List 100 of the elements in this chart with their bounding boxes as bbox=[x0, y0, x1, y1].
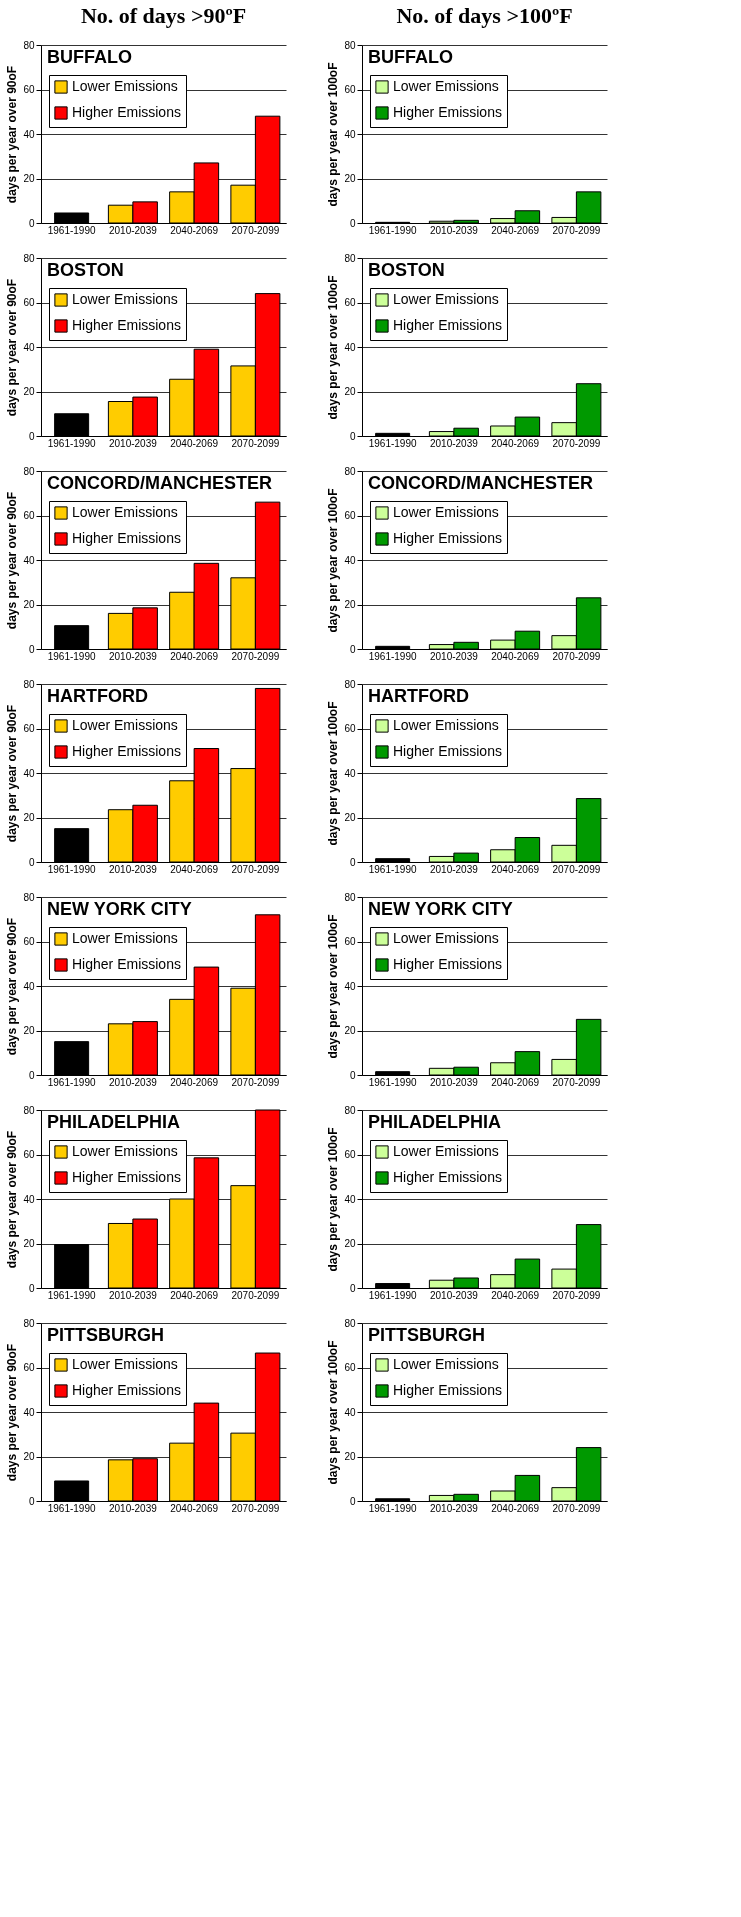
y-axis-title: days per year over 90oF bbox=[5, 278, 20, 417]
y-tick-label: 40 bbox=[23, 554, 35, 566]
x-tick-label: 2070-2099 bbox=[231, 1076, 280, 1088]
y-tick-label: 40 bbox=[23, 767, 35, 779]
y-axis-title: days per year over 90oF bbox=[5, 704, 20, 843]
chart-title: HARTFORD bbox=[368, 686, 469, 706]
y-tick-label: 60 bbox=[23, 297, 35, 308]
legend-label: Higher Emissions bbox=[72, 104, 181, 120]
y-tick-label: 60 bbox=[23, 723, 35, 734]
x-tick-label: 1961-1990 bbox=[47, 437, 96, 449]
y-tick-label: 60 bbox=[23, 1149, 35, 1160]
y-axis-title: days per year over 90oF bbox=[5, 1343, 20, 1482]
y-tick-label: 20 bbox=[344, 1025, 356, 1036]
x-tick-label: 2010-2039 bbox=[108, 650, 158, 662]
y-tick-label: 20 bbox=[344, 1451, 356, 1462]
y-tick-label: 80 bbox=[23, 1317, 35, 1329]
y-tick-label: 0 bbox=[349, 643, 356, 655]
legend-label: Lower Emissions bbox=[393, 504, 499, 520]
text: No. of days >90ºF bbox=[80, 3, 247, 28]
x-tick-label: 2010-2039 bbox=[429, 863, 479, 875]
x-tick-label: 1961-1990 bbox=[47, 650, 96, 662]
chart-title: HARTFORD bbox=[47, 686, 148, 706]
legend-label: Lower Emissions bbox=[72, 78, 178, 94]
x-tick-label: 1961-1990 bbox=[47, 1502, 96, 1514]
x-tick-label: 2070-2099 bbox=[231, 1502, 280, 1514]
y-tick-label: 0 bbox=[349, 217, 356, 229]
x-tick-label: 2070-2099 bbox=[231, 1289, 280, 1301]
y-tick-label: 0 bbox=[28, 1282, 35, 1294]
x-tick-label: 2040-2069 bbox=[491, 1076, 540, 1088]
y-axis-title: days per year over 100oF bbox=[326, 701, 341, 846]
x-tick-label: 2010-2039 bbox=[108, 437, 158, 449]
y-axis-title: days per year over 90oF bbox=[5, 917, 20, 1056]
x-tick-label: 2010-2039 bbox=[108, 863, 158, 875]
y-tick-label: 20 bbox=[344, 599, 356, 610]
x-tick-label: 2040-2069 bbox=[491, 650, 540, 662]
y-tick-label: 20 bbox=[344, 173, 356, 184]
legend-label: Lower Emissions bbox=[393, 717, 499, 733]
x-tick-label: 1961-1990 bbox=[47, 1076, 96, 1088]
y-tick-label: 40 bbox=[344, 341, 356, 353]
y-tick-label: 0 bbox=[28, 856, 35, 868]
x-tick-label: 2070-2099 bbox=[552, 1289, 601, 1301]
y-tick-label: 20 bbox=[344, 812, 356, 823]
legend-label: Higher Emissions bbox=[72, 956, 181, 972]
legend-label: Lower Emissions bbox=[393, 1143, 499, 1159]
x-tick-label: 2040-2069 bbox=[170, 650, 219, 662]
y-tick-label: 40 bbox=[344, 128, 356, 140]
x-tick-label: 2070-2099 bbox=[552, 1076, 601, 1088]
legend-label: Lower Emissions bbox=[72, 504, 178, 520]
x-tick-label: 2040-2069 bbox=[491, 437, 540, 449]
y-tick-label: 40 bbox=[23, 128, 35, 140]
y-tick-label: 0 bbox=[28, 217, 35, 229]
y-axis-title: days per year over 100oF bbox=[326, 914, 341, 1059]
x-tick-label: 2070-2099 bbox=[231, 437, 280, 449]
y-tick-label: 0 bbox=[28, 1495, 35, 1507]
y-tick-label: 60 bbox=[344, 936, 356, 947]
y-axis-title: days per year over 100oF bbox=[326, 1127, 341, 1272]
legend-label: Lower Emissions bbox=[72, 1143, 178, 1159]
x-tick-label: 2040-2069 bbox=[491, 863, 540, 875]
x-tick-label: 2010-2039 bbox=[108, 224, 158, 236]
x-tick-label: 2040-2069 bbox=[170, 1289, 219, 1301]
x-tick-label: 2070-2099 bbox=[231, 863, 280, 875]
y-tick-label: 80 bbox=[344, 1104, 356, 1116]
legend-label: Higher Emissions bbox=[393, 1169, 502, 1185]
legend-label: Higher Emissions bbox=[393, 317, 502, 333]
x-tick-label: 2040-2069 bbox=[170, 224, 219, 236]
chart-title: BOSTON bbox=[47, 260, 124, 280]
y-tick-label: 80 bbox=[344, 1317, 356, 1329]
y-tick-label: 0 bbox=[28, 430, 35, 442]
legend-label: Higher Emissions bbox=[72, 530, 181, 546]
legend-label: Lower Emissions bbox=[72, 1356, 178, 1372]
y-tick-label: 0 bbox=[349, 430, 356, 442]
x-tick-label: 2070-2099 bbox=[552, 1502, 601, 1514]
legend-label: Higher Emissions bbox=[393, 1382, 502, 1398]
x-tick-label: 2040-2069 bbox=[170, 1502, 219, 1514]
y-tick-label: 40 bbox=[23, 341, 35, 353]
y-tick-label: 20 bbox=[344, 386, 356, 397]
y-axis-title: days per year over 90oF bbox=[5, 1130, 20, 1269]
legend-label: Higher Emissions bbox=[72, 1169, 181, 1185]
y-tick-label: 80 bbox=[23, 678, 35, 690]
text: No. of days >100ºF bbox=[396, 3, 573, 28]
y-tick-label: 80 bbox=[344, 465, 356, 477]
chart-title: BUFFALO bbox=[368, 47, 453, 67]
y-tick-label: 60 bbox=[344, 297, 356, 308]
chart-title: BUFFALO bbox=[47, 47, 132, 67]
x-tick-label: 2040-2069 bbox=[170, 1076, 219, 1088]
y-axis-title: days per year over 100oF bbox=[326, 1340, 341, 1485]
y-tick-label: 80 bbox=[344, 891, 356, 903]
legend-label: Higher Emissions bbox=[393, 743, 502, 759]
y-tick-label: 60 bbox=[344, 723, 356, 734]
x-tick-label: 2010-2039 bbox=[429, 650, 479, 662]
legend-label: Lower Emissions bbox=[72, 717, 178, 733]
y-tick-label: 40 bbox=[23, 1193, 35, 1205]
y-tick-label: 40 bbox=[344, 1193, 356, 1205]
x-tick-label: 1961-1990 bbox=[368, 1076, 417, 1088]
y-tick-label: 0 bbox=[28, 1069, 35, 1081]
legend-label: Lower Emissions bbox=[393, 78, 499, 94]
y-tick-label: 40 bbox=[23, 980, 35, 992]
legend-label: Lower Emissions bbox=[72, 291, 178, 307]
x-tick-label: 1961-1990 bbox=[368, 437, 417, 449]
y-axis-title: days per year over 100oF bbox=[326, 62, 341, 207]
